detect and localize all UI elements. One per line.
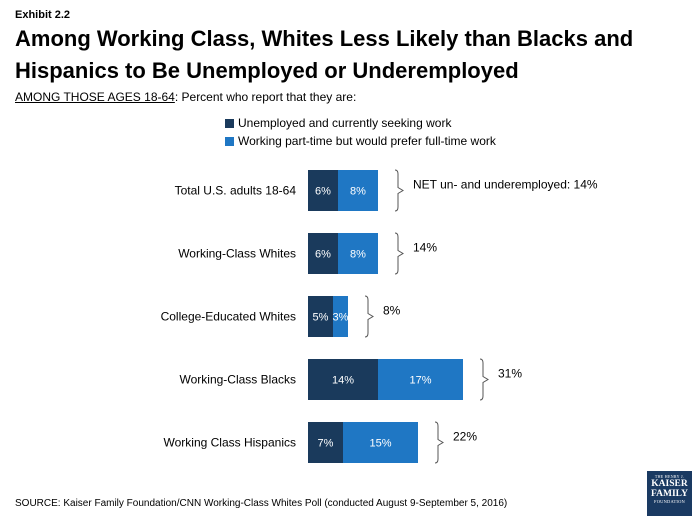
legend-item-parttime: Working part-time but would prefer full-… xyxy=(225,132,496,150)
category-label: Working-Class Blacks xyxy=(180,373,296,387)
net-bracket xyxy=(394,169,404,212)
net-label: 22% xyxy=(453,430,477,444)
data-label: 3% xyxy=(333,312,349,324)
net-label: 31% xyxy=(498,367,522,381)
category-label: Total U.S. adults 18-64 xyxy=(175,184,297,198)
net-label: 8% xyxy=(383,304,401,318)
bar-segment xyxy=(308,359,378,400)
legend-swatch-parttime xyxy=(225,136,234,146)
bar-segment xyxy=(308,170,338,211)
bar-segment xyxy=(333,296,348,337)
subtitle-question: : Percent who report that they are: xyxy=(174,90,357,104)
data-label: 6% xyxy=(315,249,331,261)
bar-segment xyxy=(343,422,418,463)
chart-subtitle: AMONG THOSE AGES 18-64: Percent who repo… xyxy=(15,90,356,104)
category-label: Working-Class Whites xyxy=(178,247,296,261)
data-label: 8% xyxy=(350,186,366,198)
data-label: 15% xyxy=(369,438,391,450)
bar-segment xyxy=(308,233,338,274)
legend-label-unemployed: Unemployed and currently seeking work xyxy=(238,116,452,130)
net-bracket xyxy=(479,358,489,401)
data-label: 8% xyxy=(350,249,366,261)
legend-item-unemployed: Unemployed and currently seeking work xyxy=(225,114,496,132)
data-label: 17% xyxy=(409,375,431,387)
data-label: 7% xyxy=(318,438,334,450)
data-label: 14% xyxy=(332,375,354,387)
net-label: 14% xyxy=(413,241,437,255)
chart-title: Among Working Class, Whites Less Likely … xyxy=(15,26,634,83)
bar-segment xyxy=(338,233,378,274)
category-label: Working Class Hispanics xyxy=(164,436,297,450)
bar-segment xyxy=(308,296,333,337)
net-bracket xyxy=(394,232,404,275)
legend-label-parttime: Working part-time but would prefer full-… xyxy=(238,134,496,148)
bar-segment xyxy=(378,359,463,400)
net-label: NET un- and underemployed: 14% xyxy=(413,178,598,192)
net-bracket xyxy=(434,421,444,464)
subtitle-population: AMONG THOSE AGES 18-64 xyxy=(15,90,175,104)
legend-swatch-unemployed xyxy=(225,118,234,128)
kff-logo: THE HENRY J. KAISER FAMILY FOUNDATION xyxy=(647,471,692,516)
bar-segment xyxy=(338,170,378,211)
legend: Unemployed and currently seeking work Wo… xyxy=(225,114,496,150)
data-label: 6% xyxy=(315,186,331,198)
source-note: SOURCE: Kaiser Family Foundation/CNN Wor… xyxy=(15,498,508,509)
bar-segment xyxy=(308,422,343,463)
category-label: College-Educated Whites xyxy=(161,310,296,324)
exhibit-label: Exhibit 2.2 xyxy=(15,9,71,21)
data-label: 5% xyxy=(313,312,329,324)
net-bracket xyxy=(364,295,374,338)
